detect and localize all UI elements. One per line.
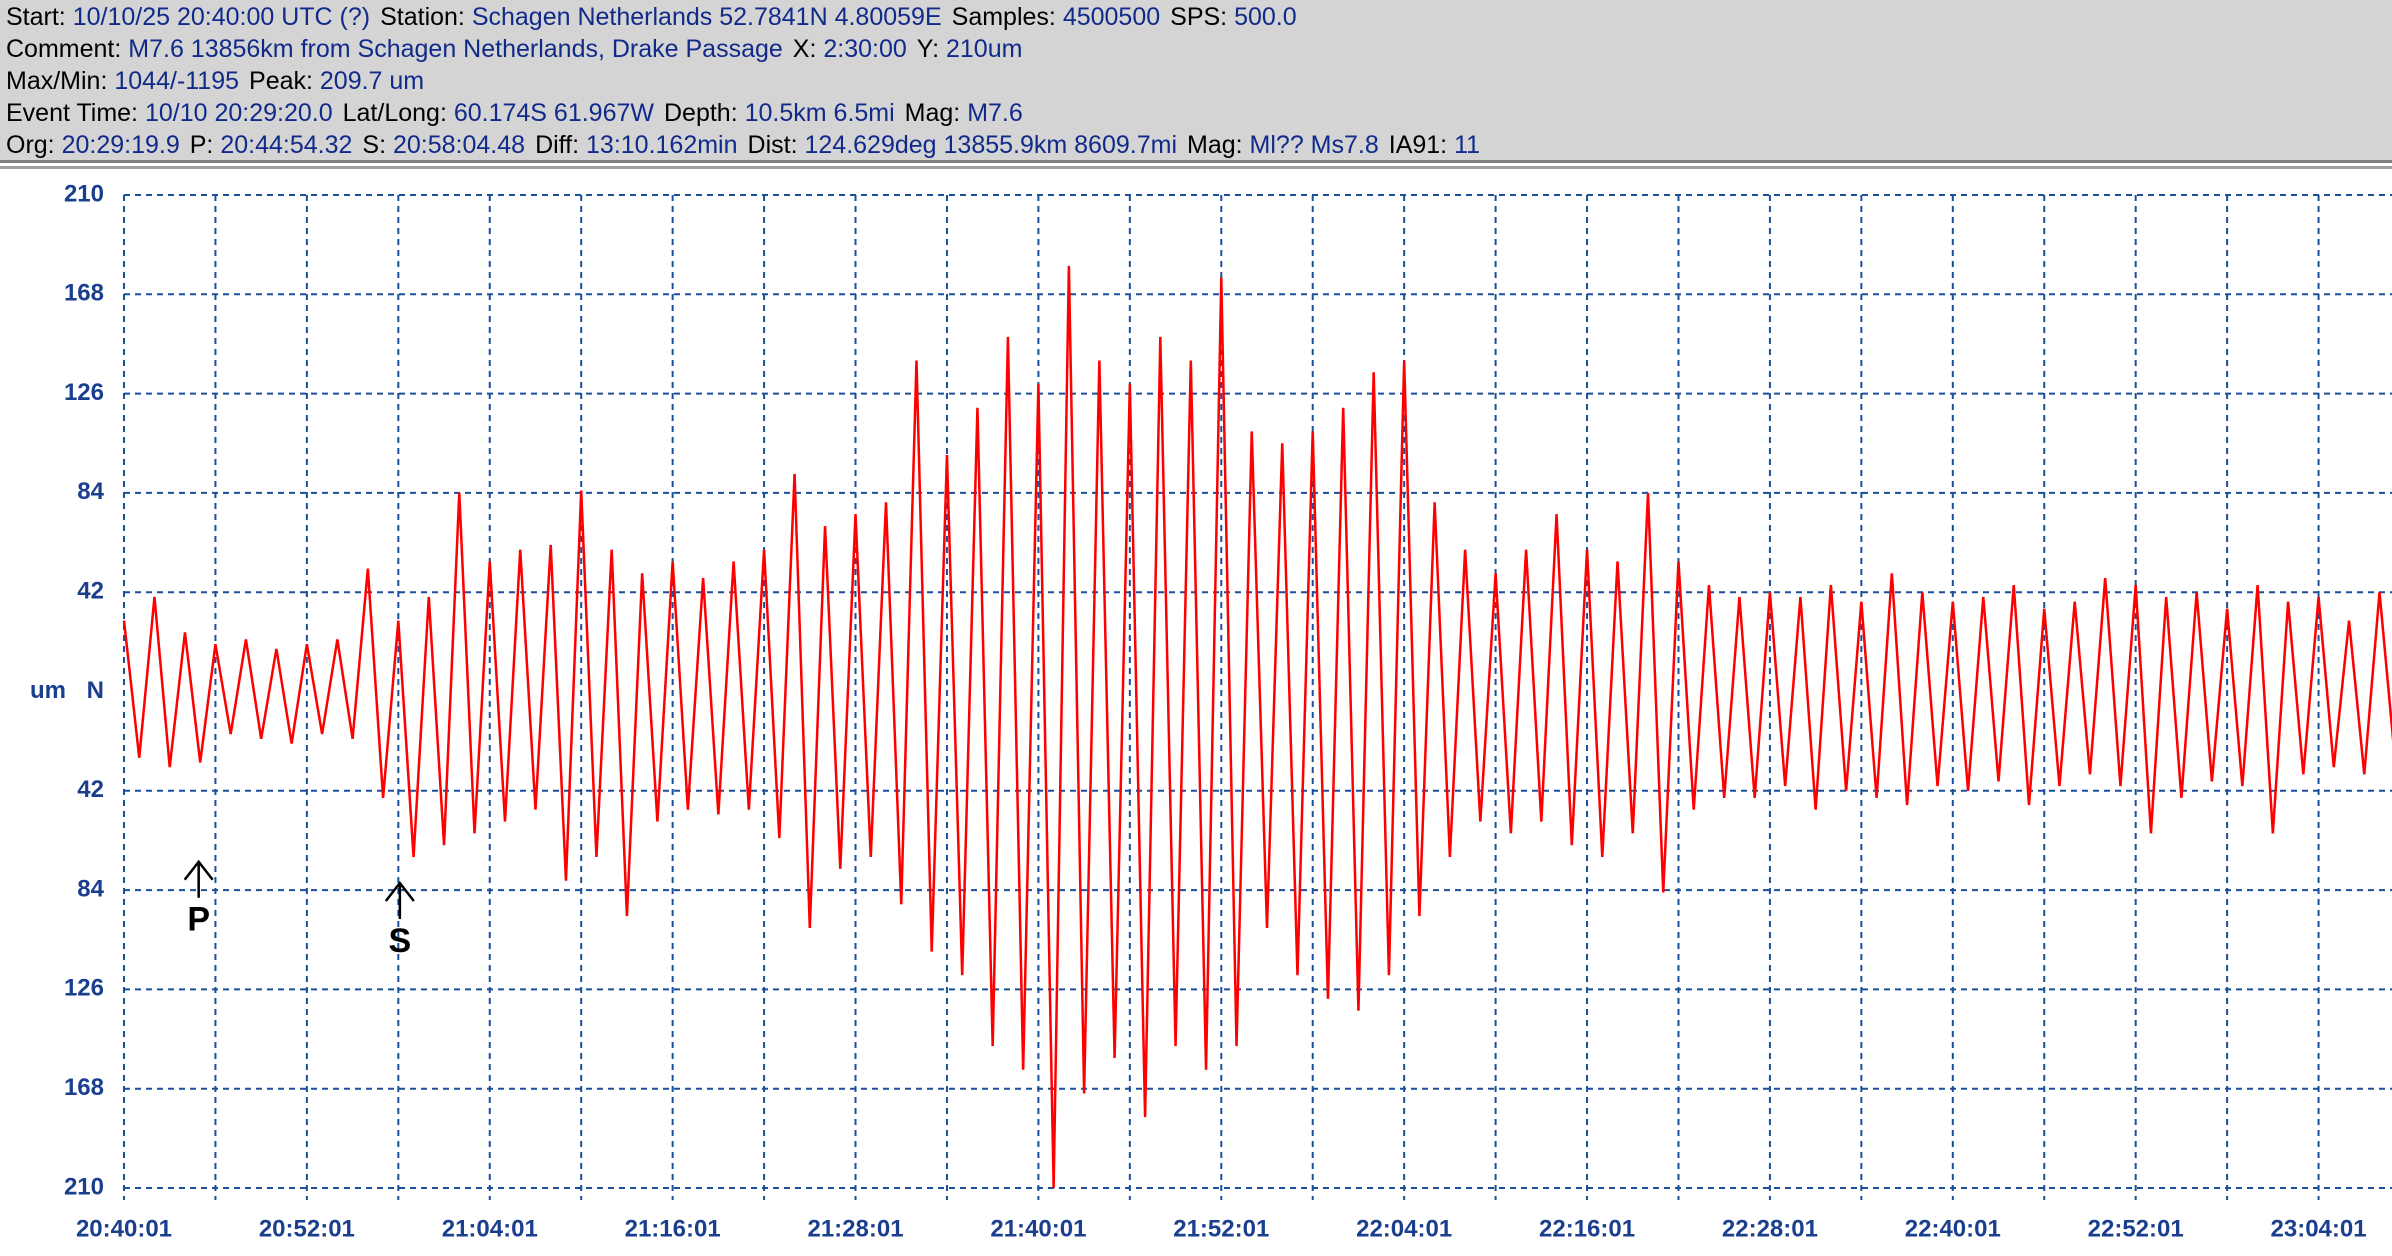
field-value: 20:58:04.48 — [392, 131, 526, 159]
x-tick-label: 20:40:01 — [76, 1215, 172, 1242]
x-tick-label: 22:28:01 — [1722, 1215, 1818, 1242]
field-value: 4500500 — [1062, 3, 1161, 31]
field-label: Event Time: — [6, 99, 145, 127]
annotation-label: S — [389, 922, 412, 960]
y-tick-label: 126 — [64, 379, 104, 406]
field-label: SPS: — [1170, 3, 1235, 31]
field-value: 20:29:19.9 — [61, 131, 180, 159]
field-value: 11 — [1454, 131, 1481, 159]
field-value: Ml?? Ms7.8 — [1249, 131, 1379, 159]
field-label: Comment: — [6, 35, 129, 63]
header-line: Start: 10/10/25 20:40:00 UTC (?) Station:… — [6, 2, 1307, 32]
x-tick-label: 20:52:01 — [259, 1215, 355, 1242]
y-tick-label: 210 — [64, 1173, 104, 1200]
field-label: Peak: — [249, 67, 320, 95]
field-label: X: — [792, 35, 824, 63]
field-value: 60.174S 61.967W — [453, 99, 654, 127]
y-tick-label: 42 — [77, 578, 104, 605]
field-label: Y: — [916, 35, 946, 63]
field-value: 1044/-1195 — [114, 67, 240, 95]
field-value: 2:30:00 — [823, 35, 907, 63]
field-value: 10/10 20:29:20.0 — [144, 99, 333, 127]
field-label: Mag: — [904, 99, 968, 127]
x-tick-label: 21:04:01 — [442, 1215, 538, 1242]
x-tick-label: 22:16:01 — [1539, 1215, 1635, 1242]
field-value: 20:44:54.32 — [220, 131, 353, 159]
y-tick-label: 210 — [64, 180, 104, 207]
x-tick-label: 22:52:01 — [2088, 1215, 2184, 1242]
x-tick-label: 22:40:01 — [1905, 1215, 2001, 1242]
x-tick-label: 21:16:01 — [625, 1215, 721, 1242]
y-tick-label: 168 — [64, 280, 104, 307]
arrow — [183, 859, 214, 898]
field-label: Start: — [6, 3, 73, 31]
field-value: 500.0 — [1234, 3, 1297, 31]
annotation-label: P — [187, 901, 210, 939]
field-label: P: — [189, 131, 221, 159]
field-value: 210um — [945, 35, 1023, 63]
field-label: Diff: — [535, 131, 587, 159]
header: Start: 10/10/25 20:40:00 UTC (?) Station:… — [0, 0, 2392, 163]
header-line: Comment: M7.6 13856km from Schagen Nethe… — [6, 34, 1032, 64]
header-line: Max/Min: 1044/-1195 Peak: 209.7 um — [6, 66, 434, 96]
y-tick-label: 84 — [77, 875, 104, 902]
field-label: Org: — [6, 131, 62, 159]
field-value: 124.629deg 13855.9km 8609.7mi — [804, 131, 1177, 159]
field-value: 10/10/25 20:40:00 UTC (?) — [72, 3, 371, 31]
field-value: M7.6 — [967, 99, 1023, 127]
y-tick-label: 84 — [77, 478, 104, 505]
y-axis-label: um — [30, 677, 66, 704]
y-tick-label: 42 — [77, 776, 104, 803]
field-value: 13:10.162min — [586, 131, 738, 159]
y-tick-label: 168 — [64, 1074, 104, 1101]
chart: 210 168 126 84 42 N 42 84 126 168 210 um 20:40:01 20:… — [30, 180, 2392, 1242]
field-label: Mag: — [1187, 131, 1250, 159]
field-label: Lat/Long: — [342, 99, 454, 127]
field-label: S: — [362, 131, 393, 159]
header-line: Org: 20:29:19.9 P: 20:44:54.32 S: 20:58:04… — [6, 130, 1490, 160]
field-label: Station: — [380, 3, 472, 31]
header-line: Event Time: 10/10 20:29:20.0 Lat/Long: 60… — [6, 98, 1033, 128]
field-label: Max/Min: — [6, 67, 115, 95]
field-value: Schagen Netherlands 52.7841N 4.80059E — [471, 3, 942, 31]
x-tick-label: 21:28:01 — [807, 1215, 903, 1242]
arrow — [384, 880, 415, 920]
trace — [122, 265, 2392, 1189]
field-value: M7.6 13856km from Schagen Netherlands, D… — [128, 35, 783, 63]
x-tick-label: 22:04:01 — [1356, 1215, 1452, 1242]
y-tick-label: 126 — [64, 975, 104, 1002]
y-tick-label: N — [87, 677, 104, 704]
x-tick-label: 21:40:01 — [990, 1215, 1086, 1242]
field-value: 209.7 um — [319, 67, 425, 95]
field-label: IA91: — [1388, 131, 1455, 159]
field-label: Depth: — [664, 99, 745, 127]
field-value: 10.5km 6.5mi — [744, 99, 895, 127]
x-tick-label: 21:52:01 — [1173, 1215, 1269, 1242]
field-label: Dist: — [747, 131, 805, 159]
field-label: Samples: — [951, 3, 1063, 31]
x-tick-label: 23:04:01 — [2271, 1215, 2367, 1242]
